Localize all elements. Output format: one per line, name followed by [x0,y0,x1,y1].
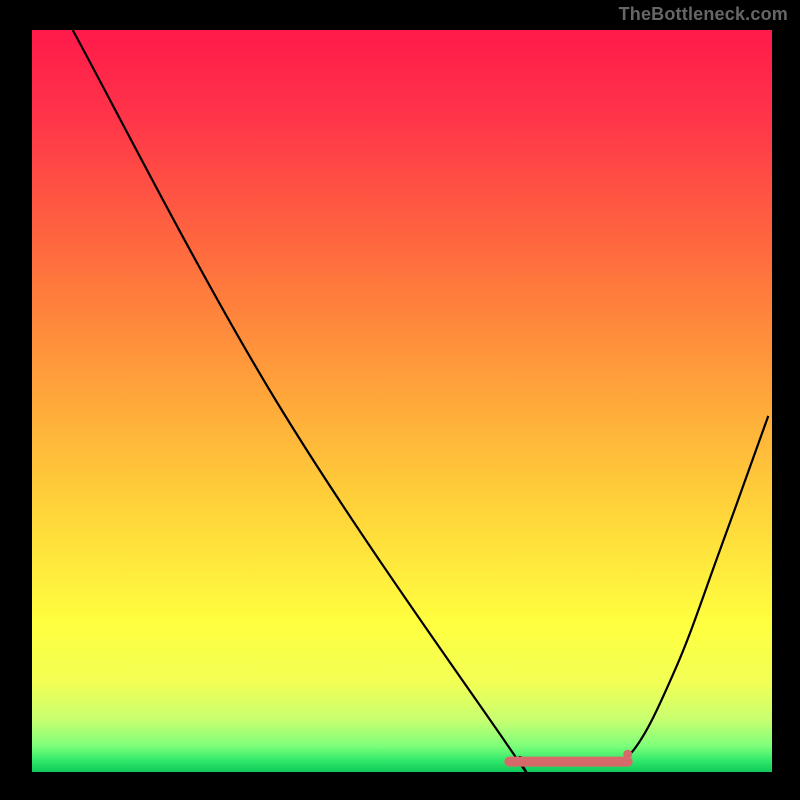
bottleneck-curve [32,30,772,772]
optimal-range-end-dot [623,750,632,759]
chart-frame: TheBottleneck.com [0,0,800,800]
watermark-text: TheBottleneck.com [619,4,788,25]
curve-path [73,30,769,774]
plot-area [32,30,772,772]
